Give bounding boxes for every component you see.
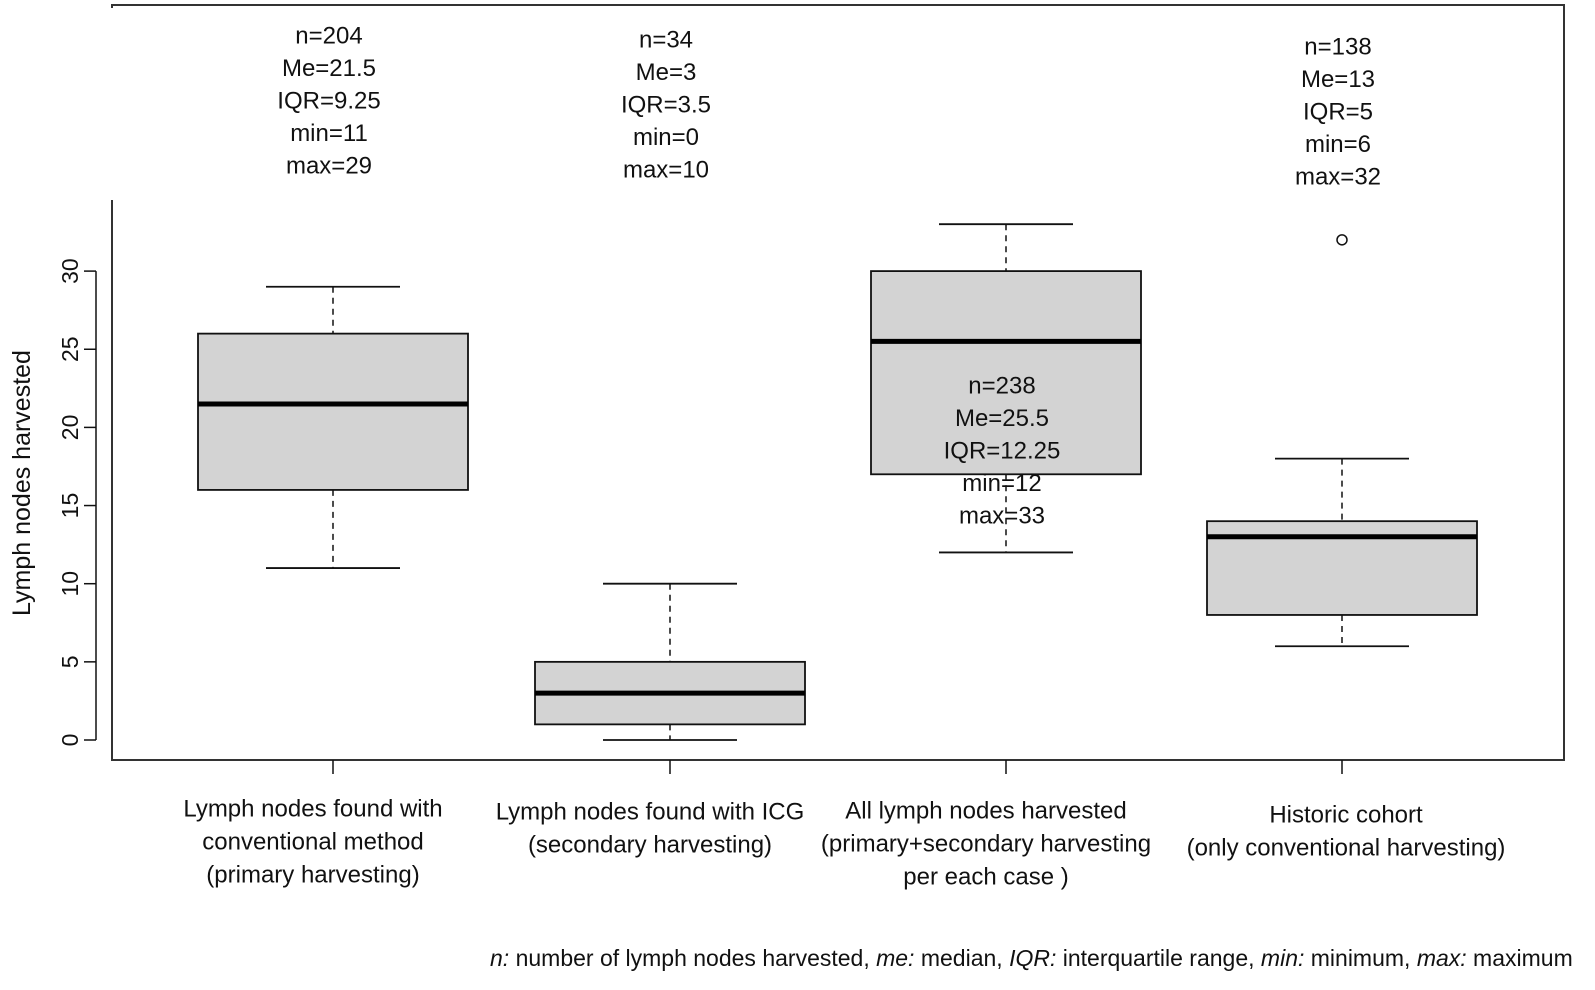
stats-label: IQR=9.25	[277, 88, 380, 115]
x-category-label: (primary harvesting)	[206, 862, 419, 889]
stats-label: IQR=12.25	[944, 438, 1061, 465]
footnote-n-key: n:	[490, 945, 510, 971]
stats-label: IQR=5	[1303, 99, 1373, 126]
y-tick-label: 5	[57, 655, 83, 668]
y-tick-label: 15	[57, 493, 83, 519]
footnote-max-key: max:	[1416, 945, 1467, 971]
footnote-n-text: number of lymph nodes harvested,	[509, 945, 877, 971]
stats-label: min=6	[1305, 131, 1371, 158]
x-category-label: conventional method	[202, 829, 423, 856]
footnote-iqr-key: IQR:	[1009, 945, 1057, 971]
iqr-box	[870, 270, 1142, 476]
stats-label: Me=13	[1301, 66, 1375, 93]
footnote-min-key: min:	[1260, 945, 1305, 971]
footnote-me-text: median,	[914, 945, 1010, 971]
footnote-max-text: maximum	[1466, 945, 1573, 971]
x-category-label: (primary+secondary harvesting	[821, 831, 1151, 858]
y-tick-label: 20	[57, 415, 83, 441]
stats-label: max=33	[959, 503, 1045, 530]
stats-label: max=32	[1295, 164, 1381, 191]
box-group-2: n=34 Me=3 IQR=3.5 min=0 max=10	[534, 27, 806, 741]
y-tick-label: 10	[57, 571, 83, 597]
footnote-me-key: me:	[876, 945, 915, 971]
box-group-1: n=204 Me=21.5 IQR=9.25 min=11 max=29	[197, 23, 469, 569]
x-category-label: Lymph nodes found with	[183, 796, 442, 823]
y-tick-label: 30	[57, 258, 83, 284]
outlier-point	[1336, 234, 1348, 246]
x-category-label: (secondary harvesting)	[528, 832, 772, 859]
stats-label: n=204	[295, 23, 362, 50]
stats-label: IQR=3.5	[621, 92, 711, 119]
y-axis-label: Lymph nodes harvested	[8, 350, 36, 616]
box-group-4: n=138 Me=13 IQR=5 min=6 max=32	[1206, 34, 1478, 648]
stats-label: max=10	[623, 157, 709, 184]
y-tick-label: 0	[57, 734, 83, 747]
y-tick-label: 25	[57, 336, 83, 362]
x-category-label: All lymph nodes harvested	[845, 798, 1126, 825]
boxes: n=204 Me=21.5 IQR=9.25 min=11 max=29 n=34 Me=3…	[197, 23, 1478, 741]
stats-label: n=238	[968, 373, 1035, 400]
stats-label: Me=25.5	[955, 405, 1049, 432]
x-category-label: Historic cohort	[1269, 802, 1423, 829]
x-category-label: per each case )	[903, 864, 1068, 891]
stats-label: min=11	[290, 120, 368, 147]
iqr-box	[197, 332, 469, 491]
stats-label: n=34	[639, 27, 693, 54]
x-axis: Lymph nodes found with conventional metho…	[112, 759, 1564, 891]
stats-label: Me=3	[636, 59, 697, 86]
stats-label: max=29	[286, 153, 372, 180]
box-group-3: n=238 Me=25.5 IQR=12.25 min=12 max=33	[870, 223, 1142, 554]
stats-label: n=138	[1304, 34, 1371, 61]
footnote-iqr-text: interquartile range,	[1056, 945, 1261, 971]
stats-label: Me=21.5	[282, 55, 376, 82]
stats-label: min=0	[633, 124, 699, 151]
stats-label: min=12	[962, 470, 1041, 497]
footnote-min-text: minimum,	[1304, 945, 1417, 971]
x-category-label: Lymph nodes found with ICG	[496, 799, 805, 826]
y-axis: 0 5 10 15 20 25 30 Lymph nodes harvested	[8, 258, 97, 747]
x-category-label: (only conventional harvesting)	[1187, 835, 1506, 862]
